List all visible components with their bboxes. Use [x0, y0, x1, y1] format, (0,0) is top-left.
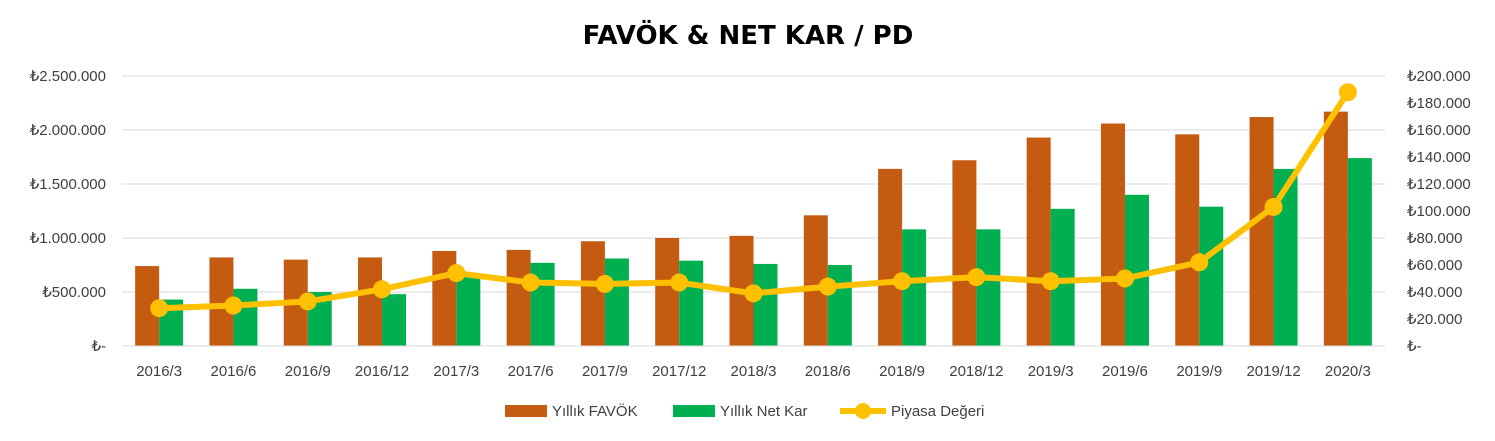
line-layer	[150, 83, 1357, 318]
y-left-tick-label: ₺2.000.000	[30, 122, 106, 139]
bar-yillik-net-kar	[976, 229, 1001, 346]
bar-yillik-net-kar	[827, 265, 852, 346]
bar-yillik-net-kar	[604, 258, 629, 346]
point-piyasa-degeri	[744, 284, 763, 303]
bar-yillik-favok	[1175, 134, 1200, 346]
point-piyasa-degeri	[150, 299, 169, 318]
y-right-tick-label: ₺180.000	[1407, 95, 1471, 112]
legend-swatch	[505, 405, 547, 417]
bar-yillik-net-kar	[1347, 158, 1372, 346]
point-piyasa-degeri	[1115, 269, 1134, 288]
y-right-tick-label: ₺140.000	[1407, 149, 1471, 166]
x-tick-label: 2016/12	[355, 363, 409, 380]
x-tick-label: 2019/9	[1176, 363, 1222, 380]
point-piyasa-degeri	[595, 274, 614, 293]
bar-yillik-net-kar	[1124, 194, 1149, 346]
x-tick-label: 2017/3	[433, 363, 479, 380]
x-tick-label: 2018/12	[949, 363, 1003, 380]
point-piyasa-degeri	[1338, 83, 1357, 102]
bar-yillik-favok	[952, 160, 977, 346]
y-right-tick-label: ₺160.000	[1407, 122, 1471, 139]
x-tick-label: 2018/9	[879, 363, 925, 380]
y-right-tick-label: ₺200.000	[1407, 68, 1471, 85]
bar-yillik-favok	[580, 241, 605, 346]
y-right-tick-label: ₺100.000	[1407, 203, 1471, 220]
x-tick-label: 2016/6	[210, 363, 256, 380]
point-piyasa-degeri	[1041, 272, 1060, 291]
x-tick-label: 2016/9	[285, 363, 331, 380]
x-tick-label: 2019/3	[1028, 363, 1074, 380]
point-piyasa-degeri	[893, 272, 912, 291]
legend-swatch	[673, 405, 715, 417]
x-tick-label: 2019/6	[1102, 363, 1148, 380]
point-piyasa-degeri	[224, 296, 243, 315]
legend-marker	[855, 403, 871, 419]
bar-yillik-favok	[1100, 123, 1125, 347]
point-piyasa-degeri	[967, 268, 986, 287]
point-piyasa-degeri	[670, 273, 689, 292]
bar-yillik-favok	[1026, 137, 1051, 346]
point-piyasa-degeri	[298, 292, 317, 311]
point-piyasa-degeri	[447, 264, 466, 283]
y-left-tick-label: ₺2.500.000	[30, 68, 106, 85]
axis-layer: ₺- ₺500.000 ₺1.000.000 ₺1.500.000 ₺2.000.000…	[30, 68, 1471, 380]
point-piyasa-degeri	[818, 277, 837, 296]
y-left-tick-label: ₺-	[91, 338, 106, 355]
point-piyasa-degeri	[1264, 197, 1283, 216]
x-tick-label: 2020/3	[1325, 363, 1371, 380]
y-left-tick-label: ₺500.000	[42, 284, 106, 301]
x-tick-label: 2018/6	[805, 363, 851, 380]
bar-yillik-net-kar	[382, 294, 407, 346]
x-tick-label: 2016/3	[136, 363, 182, 380]
bars-layer	[135, 111, 1372, 347]
bar-yillik-net-kar	[1199, 206, 1224, 346]
point-piyasa-degeri	[373, 280, 392, 299]
bar-yillik-net-kar	[753, 263, 778, 346]
legend-label: Piyasa Değeri	[891, 403, 984, 420]
legend-label: Yıllık Net Kar	[720, 403, 808, 420]
x-tick-label: 2018/3	[731, 363, 777, 380]
legend-label: Yıllık FAVÖK	[552, 402, 638, 420]
bar-yillik-net-kar	[456, 276, 481, 346]
x-tick-label: 2019/12	[1246, 363, 1300, 380]
point-piyasa-degeri	[521, 273, 540, 292]
y-right-tick-label: ₺-	[1407, 338, 1422, 355]
y-right-tick-label: ₺120.000	[1407, 176, 1471, 193]
bar-yillik-favok	[1323, 111, 1348, 346]
bar-yillik-favok	[655, 238, 680, 346]
point-piyasa-degeri	[1190, 253, 1209, 272]
bar-yillik-net-kar	[1273, 168, 1298, 346]
bar-yillik-net-kar	[679, 260, 704, 346]
legend: Yıllık FAVÖK Yıllık Net Kar Piyasa Değeri	[505, 402, 984, 420]
bar-yillik-favok	[878, 168, 903, 346]
bar-yillik-favok	[358, 257, 383, 346]
y-right-tick-label: ₺20.000	[1407, 311, 1462, 328]
y-right-tick-label: ₺60.000	[1407, 257, 1462, 274]
chart-title: FAVÖK & NET KAR / PD	[583, 18, 914, 51]
y-right-tick-label: ₺40.000	[1407, 284, 1462, 301]
y-left-tick-label: ₺1.000.000	[30, 230, 106, 247]
bar-yillik-favok	[506, 249, 531, 346]
y-right-tick-label: ₺80.000	[1407, 230, 1462, 247]
y-left-tick-label: ₺1.500.000	[30, 176, 106, 193]
x-tick-label: 2017/9	[582, 363, 628, 380]
x-tick-label: 2017/12	[652, 363, 706, 380]
x-tick-label: 2017/6	[508, 363, 554, 380]
bar-yillik-favok	[1249, 117, 1274, 346]
